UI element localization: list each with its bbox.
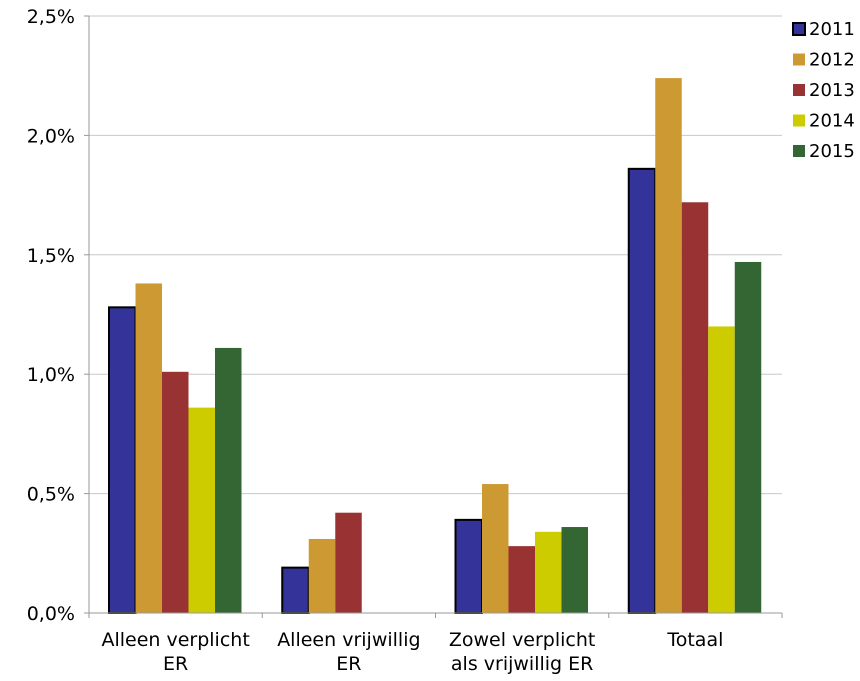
x-category-label-line: ER (336, 653, 361, 675)
bar-2013-3 (681, 202, 709, 613)
bar-2014-0 (188, 407, 215, 613)
bar-2012-2 (482, 484, 509, 613)
legend-label-2011: 2011 (809, 19, 855, 40)
bar-2013-1 (335, 512, 362, 613)
bar-2011-2 (454, 518, 483, 614)
bar-2015-3 (734, 261, 762, 613)
legend-swatch-2015 (793, 145, 805, 157)
x-category-label-line: Totaal (666, 629, 723, 651)
x-category-label-line: als vrijwillig ER (451, 653, 593, 675)
bar-2015-2 (561, 527, 588, 613)
legend-swatch-2014 (793, 114, 805, 127)
bar-2015-0 (215, 347, 242, 613)
bar-2012-0 (135, 283, 162, 613)
x-category-label-line: Alleen vrijwillig (277, 629, 420, 651)
y-tick-label: 0,5% (27, 484, 75, 506)
x-category-label-line: Alleen verplicht (101, 629, 249, 651)
y-axis-tick-labels: 0,0% 0,5% 1,0% 1,5% 2,0% 2,5% (27, 6, 75, 625)
x-category-label-line: Zowel verplicht (449, 629, 596, 651)
legend-label-2014: 2014 (809, 111, 855, 132)
y-tick-label: 1,5% (27, 245, 75, 267)
bar-2014-2 (535, 531, 562, 613)
axes (84, 15, 783, 618)
bar-2014-3 (708, 326, 735, 613)
legend: 2011 2012 2013 2014 2015 (792, 19, 855, 162)
bar-2012-3 (655, 78, 682, 613)
legend-label-2012: 2012 (809, 50, 855, 71)
bar-2011-1 (281, 566, 310, 614)
bar-2011-0 (108, 306, 137, 614)
y-tick-label: 2,0% (27, 125, 75, 147)
bar-2013-2 (508, 546, 535, 613)
bars (108, 78, 762, 614)
legend-swatch-2012 (793, 53, 805, 66)
bar-2011-3 (627, 167, 657, 614)
y-tick-label: 0,0% (27, 603, 75, 625)
legend-label-2013: 2013 (809, 80, 855, 101)
legend-swatch-2013 (793, 84, 805, 96)
x-category-label: Alleen vrijwillig ER (277, 629, 420, 675)
bar-2012-1 (308, 538, 336, 613)
x-category-label: Zowel verplicht als vrijwillig ER (449, 629, 596, 675)
legend-swatch-2011 (792, 22, 806, 36)
y-tick-label: 1,0% (27, 364, 75, 386)
x-category-label: Totaal (666, 629, 723, 651)
y-tick-label: 2,5% (27, 6, 75, 28)
bar-2013-0 (162, 371, 189, 613)
x-category-label-line: ER (163, 653, 188, 675)
x-category-label: Alleen verplicht ER (101, 629, 249, 675)
legend-label-2015: 2015 (809, 141, 855, 162)
